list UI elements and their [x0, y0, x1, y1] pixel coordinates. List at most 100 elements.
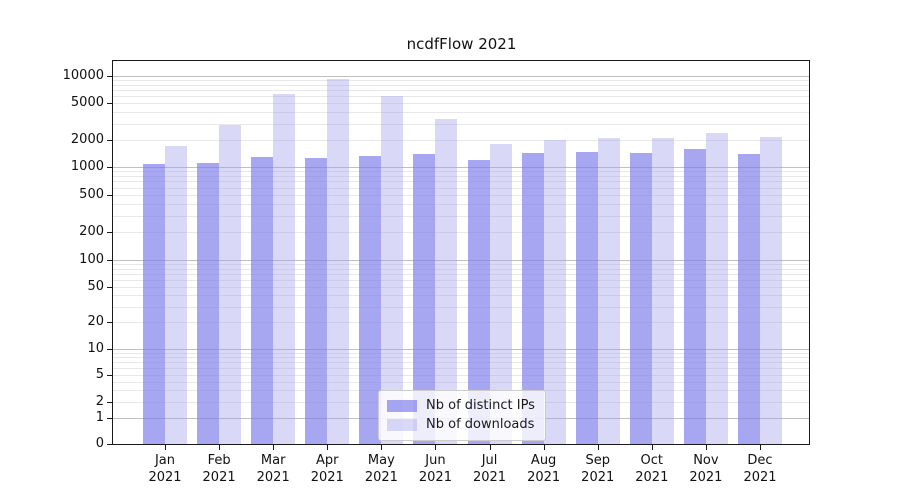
gridline-minor [113, 273, 809, 275]
y-tick-mark [107, 167, 112, 168]
y-tick-label: 20 [87, 314, 104, 330]
plot-content [113, 61, 809, 444]
y-tick-mark [107, 76, 112, 77]
gridline-minor [113, 96, 809, 98]
bar-downloads-may [381, 96, 404, 444]
bar-downloads-aug [543, 139, 566, 444]
x-tick-mark [381, 445, 383, 450]
bar-downloads-jan [165, 146, 187, 444]
legend: Nb of distinct IPs Nb of downloads [378, 390, 546, 441]
bar-distinct-ips-oct [629, 152, 652, 444]
x-tick-mark [543, 445, 545, 450]
bar-downloads-sep [597, 137, 620, 444]
bar-downloads-jul [489, 144, 512, 444]
x-tick-label: Feb 2021 [202, 453, 236, 485]
gridline-minor [113, 123, 809, 125]
bar-distinct-ips-mar [251, 156, 274, 444]
x-tick-label: Apr 2021 [310, 453, 344, 485]
gridline-minor [113, 362, 809, 364]
gridline-minor [113, 306, 809, 308]
gridline-minor [113, 80, 809, 82]
legend-swatch-downloads-icon [387, 418, 417, 431]
gridline-minor [113, 194, 809, 196]
x-tick-mark [489, 445, 491, 450]
x-tick-mark [759, 445, 761, 450]
y-tick-label: 2000 [70, 131, 104, 147]
y-tick-mark [107, 402, 112, 403]
chart-title: ncdfFlow 2021 [406, 35, 517, 53]
bar-distinct-ips-jul [467, 159, 490, 444]
x-tick-label: May 2021 [364, 453, 398, 485]
x-tick-label: Jan 2021 [148, 453, 182, 485]
x-tick-mark [705, 445, 707, 450]
legend-label-distinct-ips: Nb of distinct IPs [426, 398, 535, 413]
gridline-minor [113, 232, 809, 233]
gridline-minor [113, 187, 809, 189]
y-tick-label: 2 [95, 394, 104, 409]
y-tick-mark [107, 232, 112, 233]
bar-downloads-oct [651, 137, 674, 444]
x-tick-mark [165, 445, 166, 450]
x-tick-mark [327, 445, 329, 450]
legend-item-distinct-ips: Nb of distinct IPs [387, 396, 537, 415]
gridline-minor [113, 368, 809, 370]
y-tick-mark [107, 418, 112, 419]
gridline-minor [113, 90, 809, 92]
y-tick-label: 5 [95, 367, 104, 382]
y-tick-mark [107, 139, 112, 141]
bar-downloads-dec [759, 136, 782, 444]
gridline-minor [113, 204, 809, 205]
x-tick-label: Nov 2021 [689, 453, 723, 485]
gridline-major [113, 260, 809, 261]
gridline-minor [113, 264, 809, 266]
bar-downloads-nov [705, 132, 728, 444]
bar-distinct-ips-dec [737, 153, 760, 444]
y-tick-label: 0 [95, 436, 104, 451]
plot-area: Nb of distinct IPs Nb of downloads [112, 60, 810, 445]
x-tick-label: Jun 2021 [418, 453, 452, 485]
x-tick-label: Jul 2021 [472, 453, 507, 485]
bar-downloads-mar [273, 93, 296, 444]
y-tick-mark [107, 286, 112, 288]
bar-distinct-ips-jun [413, 153, 436, 444]
bar-distinct-ips-aug [521, 152, 544, 444]
legend-swatch-distinct-ips-icon [387, 399, 417, 412]
legend-label-downloads: Nb of downloads [426, 417, 535, 432]
y-tick-label: 5000 [70, 95, 104, 111]
x-tick-label: Mar 2021 [256, 453, 290, 485]
bar-distinct-ips-nov [683, 149, 706, 444]
bar-distinct-ips-sep [575, 151, 598, 444]
y-tick-label: 10000 [62, 68, 104, 83]
x-tick-mark [219, 445, 221, 450]
x-tick-mark [273, 445, 275, 450]
bar-distinct-ips-may [359, 155, 382, 444]
y-tick-mark [107, 260, 112, 261]
bar-distinct-ips-apr [305, 157, 328, 444]
bar-downloads-jun [435, 118, 458, 444]
gridline-minor [113, 295, 809, 297]
bar-downloads-apr [327, 79, 350, 444]
y-tick-mark [107, 194, 112, 196]
y-tick-label: 50 [87, 278, 104, 294]
gridline-minor [113, 352, 809, 354]
x-tick-label: Sep 2021 [581, 453, 615, 485]
gridline-minor [113, 381, 809, 383]
y-tick-mark [107, 349, 112, 350]
gridline-minor [113, 286, 809, 288]
x-tick-label: Dec 2021 [743, 453, 777, 485]
gridline-minor [113, 176, 809, 177]
x-tick-label: Aug 2021 [527, 453, 561, 485]
y-tick-label: 500 [79, 186, 104, 202]
gridline-minor [113, 268, 809, 270]
y-tick-label: 10 [87, 341, 104, 356]
gridline-minor [113, 112, 809, 114]
gridline-major [113, 349, 809, 350]
gridline-minor [113, 357, 809, 359]
gridline-minor [113, 322, 809, 324]
x-tick-mark [435, 445, 437, 450]
gridline-minor [113, 84, 809, 86]
y-tick-mark [107, 375, 112, 376]
x-tick-mark [597, 445, 599, 450]
gridline-minor [113, 171, 809, 173]
